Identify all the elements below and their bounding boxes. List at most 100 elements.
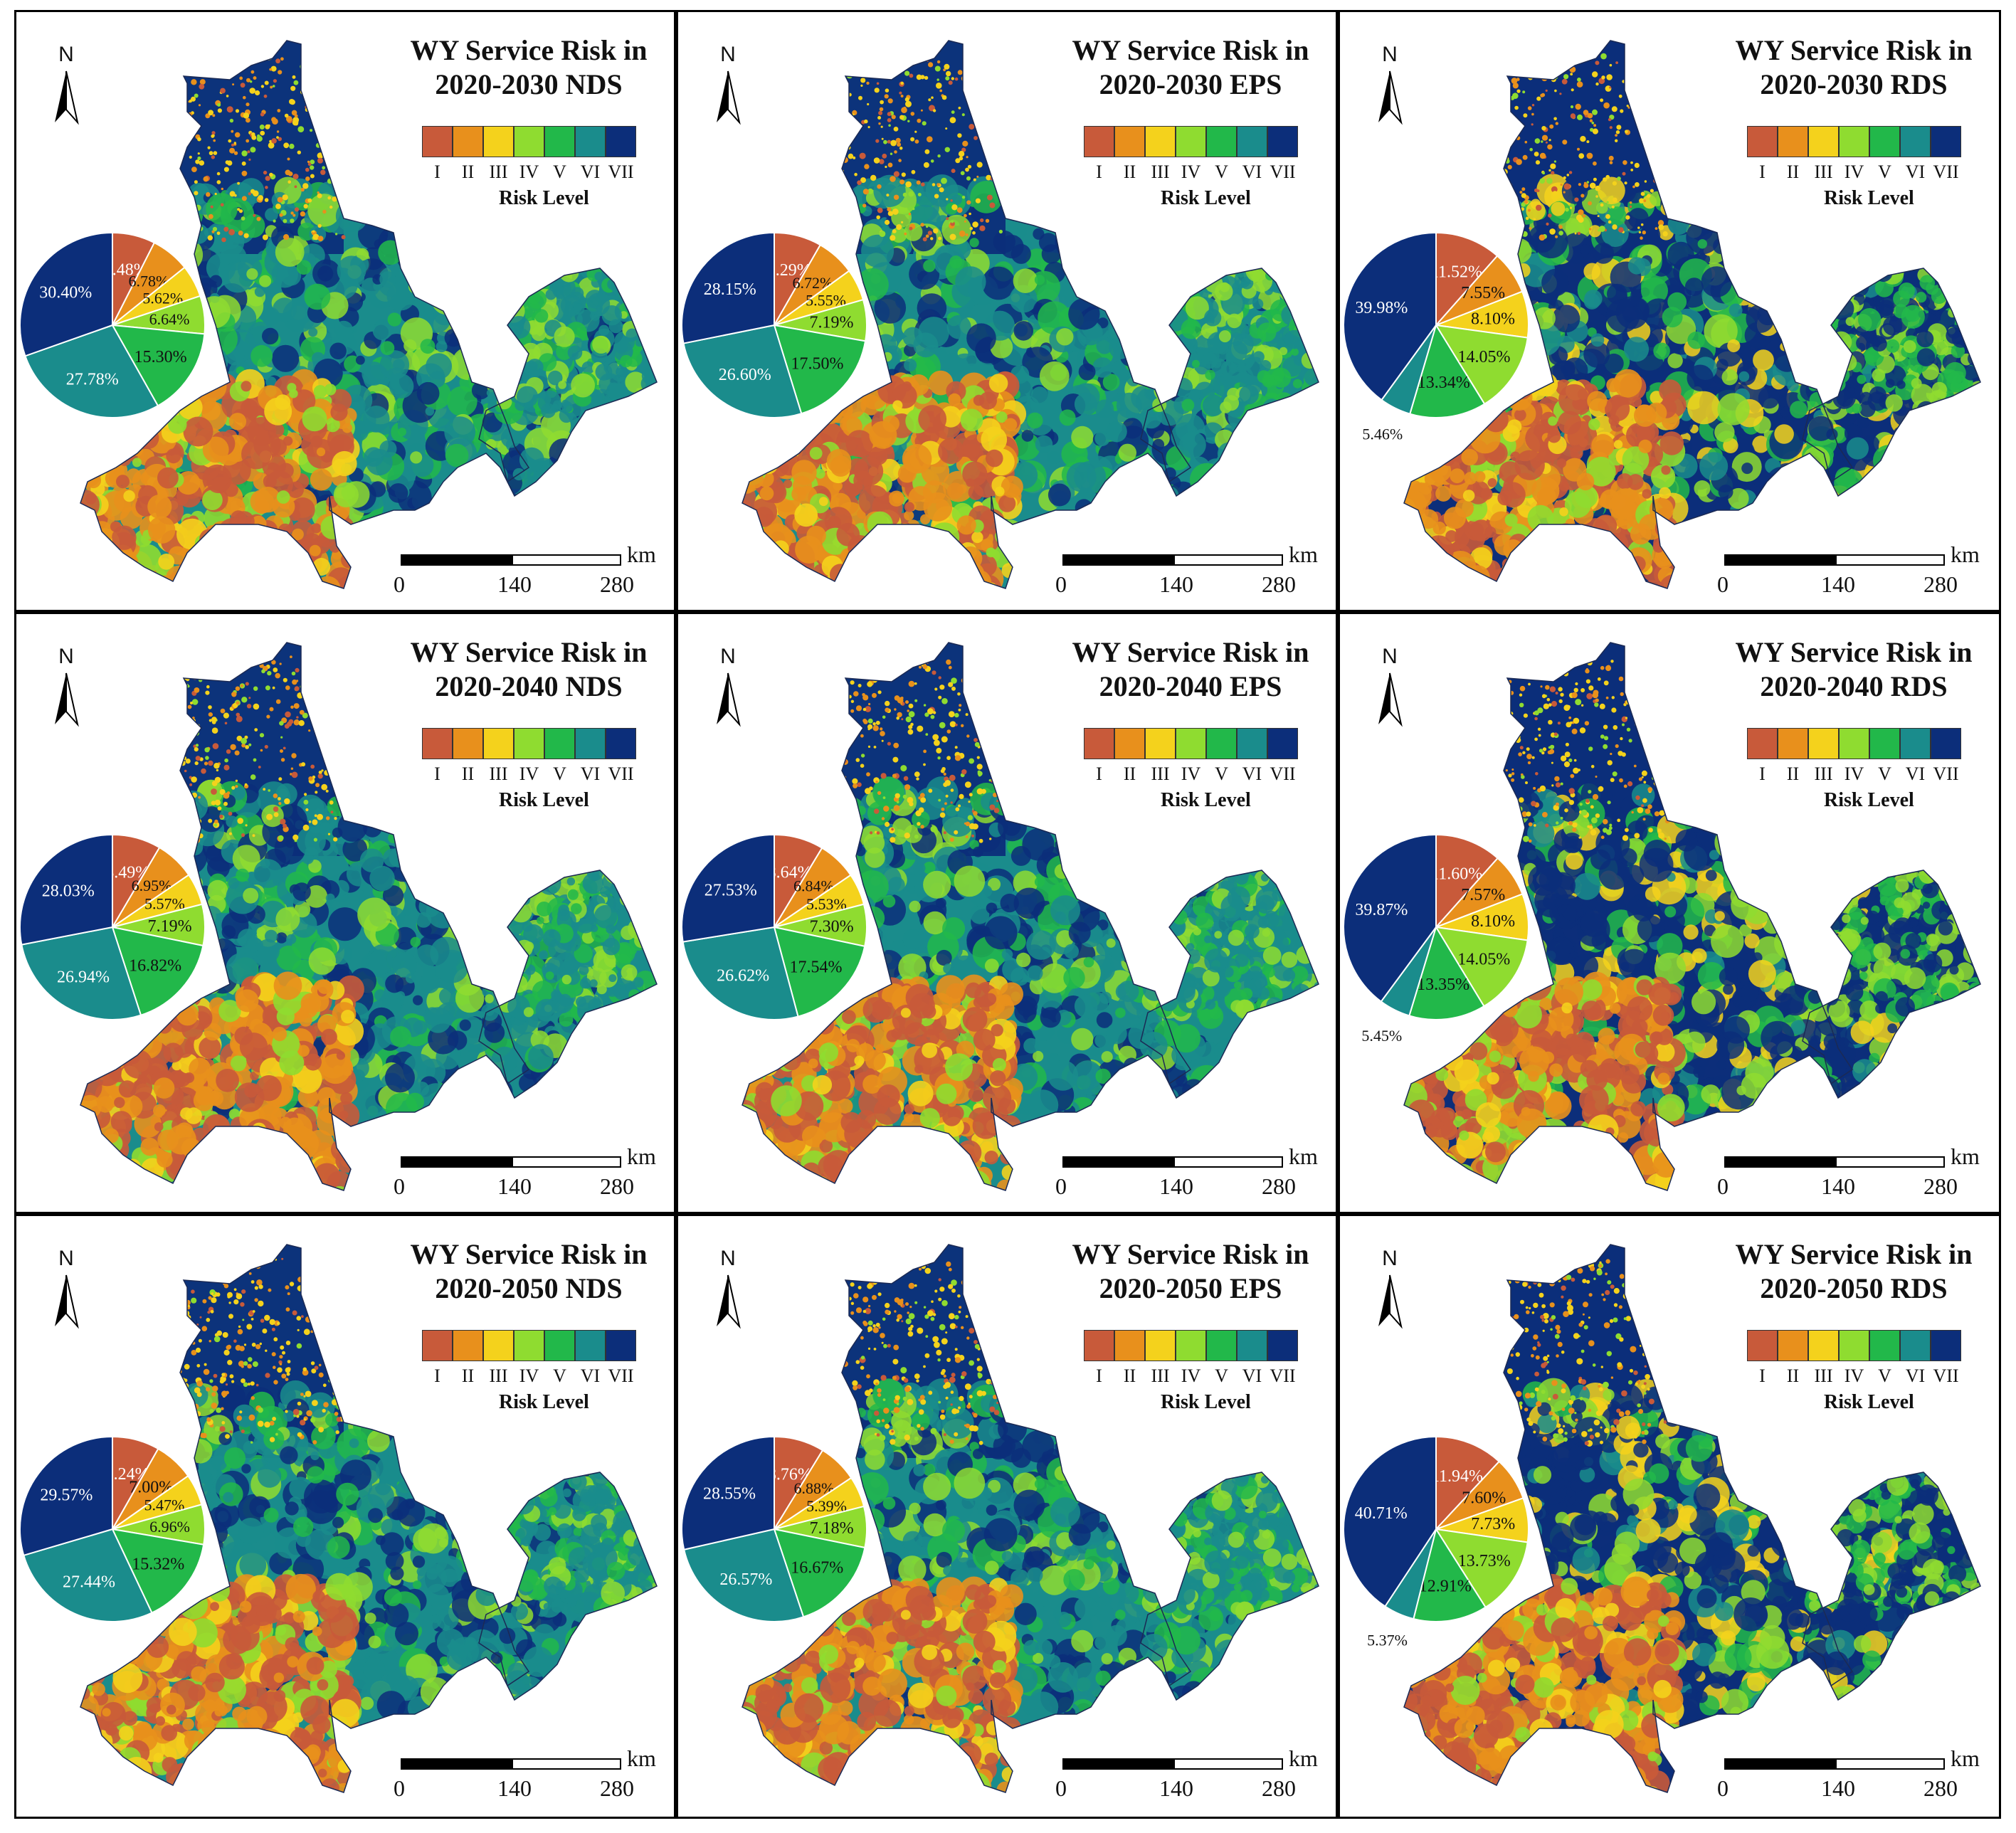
legend-title: Risk Level bbox=[1824, 789, 1914, 811]
north-arrow-icon: N bbox=[1378, 645, 1403, 727]
pie-label: 7.18% bbox=[810, 1519, 854, 1538]
legend-level-label: IV bbox=[1181, 162, 1201, 182]
pie-label: 39.98% bbox=[1355, 299, 1408, 317]
legend-title: Risk Level bbox=[1161, 1391, 1251, 1413]
scale-tick-label: 280 bbox=[600, 1173, 634, 1199]
pie-slice-V bbox=[111, 324, 206, 407]
title-line-1: WY Service Risk in bbox=[1072, 34, 1309, 66]
scale-unit: km bbox=[1289, 1745, 1318, 1771]
map-panel: N 11.60% 7.57% 8.10% 14.05% 13.35% 5.45% 39.87%… bbox=[1338, 612, 2001, 1214]
legend-swatch-IV bbox=[1839, 728, 1869, 759]
legend-swatch-II bbox=[453, 126, 483, 157]
legend-level-label: VII bbox=[1270, 764, 1296, 784]
risk-raster bbox=[1404, 41, 1980, 588]
legend-swatch-I bbox=[1747, 728, 1778, 759]
title-line-2: 2020-2050 RDS bbox=[1760, 1272, 1948, 1304]
legend-level-label: II bbox=[461, 1365, 475, 1386]
scale-tick-label: 0 bbox=[1055, 1173, 1067, 1199]
legend-level-label: II bbox=[1123, 764, 1136, 784]
map-title: WY Service Risk in 2020-2040 EPS bbox=[1070, 635, 1312, 704]
legend-level-label: I bbox=[1096, 1365, 1102, 1386]
pie-slice-V bbox=[111, 926, 204, 1016]
title-line-1: WY Service Risk in bbox=[1735, 636, 1973, 668]
pie-label: 30.40% bbox=[39, 283, 92, 302]
pie-label: 16.82% bbox=[129, 957, 181, 976]
legend-title: Risk Level bbox=[1824, 1391, 1914, 1413]
scale-tick-label: 0 bbox=[1055, 571, 1067, 597]
pie-label: 39.87% bbox=[1355, 901, 1408, 919]
map-panel: N 7.48% 6.78% 5.62% 6.64% 15.30% 27.78% 30.40% W… bbox=[14, 10, 676, 612]
title-line-2: 2020-2040 NDS bbox=[435, 670, 623, 702]
pie-slice-VII bbox=[681, 833, 775, 943]
map-canvas: N 8.29%6.72%5.55%7.19%17.50%26.60%28.15% bbox=[681, 40, 1319, 589]
legend-level-label: III bbox=[1814, 162, 1833, 182]
legend-swatch-V bbox=[544, 1330, 575, 1361]
scale-unit: km bbox=[627, 542, 656, 567]
pie-slice-VI bbox=[682, 324, 803, 418]
map-canvas: N 11.94% 7.60% 7.73% 13.73% 12.91% 5.37% 40.71% bbox=[1343, 1244, 1981, 1793]
legend-swatch-VI bbox=[575, 728, 606, 759]
legend-swatch-V bbox=[1869, 126, 1900, 157]
legend-level-label: VII bbox=[1933, 1365, 1959, 1386]
pie-label: 26.62% bbox=[717, 967, 769, 986]
legend-level-label: II bbox=[1123, 162, 1136, 182]
legend-swatch-VI bbox=[1237, 1330, 1267, 1361]
legend-level-label: III bbox=[1814, 1365, 1833, 1386]
scale-tick-label: 140 bbox=[1159, 571, 1193, 597]
title-line-2: 2020-2030 RDS bbox=[1760, 68, 1948, 100]
legend-level-label: III bbox=[1151, 162, 1170, 182]
legend-swatch-VII bbox=[1267, 126, 1298, 157]
legend-level-label: IV bbox=[519, 1365, 539, 1386]
pie-label: 8.10% bbox=[1471, 310, 1515, 329]
legend-swatch-I bbox=[422, 1330, 453, 1361]
legend-level-label: IV bbox=[519, 764, 539, 784]
legend-swatch-III bbox=[483, 1330, 514, 1361]
pie-chart: 11.94% 7.60% 7.73% 13.73% 12.91% 5.37% 40.71% bbox=[1343, 1435, 1530, 1649]
legend-swatch-I bbox=[422, 126, 453, 157]
legend-level-label: VII bbox=[608, 764, 634, 784]
legend-swatch-III bbox=[483, 728, 514, 759]
pie-chart: 8.29%6.72%5.55%7.19%17.50%26.60%28.15% bbox=[681, 231, 867, 418]
svg-text:N: N bbox=[720, 43, 736, 66]
north-arrow-icon: N bbox=[55, 1247, 79, 1329]
scale-tick-label: 140 bbox=[1821, 571, 1855, 597]
pie-label: 7.19% bbox=[148, 917, 192, 936]
legend-swatches bbox=[1084, 728, 1298, 759]
legend-level-label: IV bbox=[1844, 1365, 1864, 1386]
legend-swatch-III bbox=[1145, 728, 1176, 759]
legend-level-label: VI bbox=[1242, 162, 1262, 182]
title-line-2: 2020-2040 EPS bbox=[1099, 670, 1282, 702]
legend-swatch-I bbox=[422, 728, 453, 759]
legend-swatch-IV bbox=[1176, 728, 1206, 759]
legend-level-label: II bbox=[1786, 1365, 1800, 1386]
map-canvas: N8.64%6.84%5.53%7.30%17.54%26.62%27.53% bbox=[681, 642, 1319, 1191]
scale-tick-label: 0 bbox=[1717, 1173, 1729, 1199]
north-arrow-icon: N bbox=[55, 43, 79, 125]
legend-swatch-VII bbox=[1267, 1330, 1298, 1361]
scale-tick-label: 140 bbox=[1821, 1173, 1855, 1199]
map-title: WY Service Risk in 2020-2030 EPS bbox=[1070, 33, 1312, 102]
title-line-2: 2020-2030 EPS bbox=[1099, 68, 1282, 100]
legend-title: Risk Level bbox=[499, 789, 589, 811]
title-line-2: 2020-2050 NDS bbox=[435, 1272, 623, 1304]
pie-label: 28.03% bbox=[42, 882, 95, 901]
pie-label: 7.55% bbox=[1461, 284, 1505, 302]
legend-level-label: VII bbox=[1933, 162, 1959, 182]
map-canvas: N 11.60% 7.57% 8.10% 14.05% 13.35% 5.45% 39.87% bbox=[1343, 642, 1981, 1191]
scale-tick-label: 280 bbox=[1262, 571, 1296, 597]
legend-swatch-VI bbox=[1237, 126, 1267, 157]
legend-swatch-III bbox=[1145, 126, 1176, 157]
legend-level-label: V bbox=[1215, 162, 1228, 182]
scale-unit: km bbox=[1951, 542, 1980, 567]
legend-level-label: VII bbox=[1270, 162, 1296, 182]
legend-swatches bbox=[422, 728, 636, 759]
legend-swatch-IV bbox=[1839, 1330, 1869, 1361]
map-title: WY Service Risk in 2020-2040 RDS bbox=[1733, 635, 1975, 704]
legend-level-label: III bbox=[1151, 764, 1170, 784]
legend-title: Risk Level bbox=[499, 187, 589, 209]
legend-swatch-VII bbox=[606, 728, 636, 759]
legend-swatches bbox=[1084, 1330, 1298, 1361]
north-arrow-icon: N bbox=[1378, 43, 1403, 125]
legend-swatch-VII bbox=[1931, 126, 1961, 157]
